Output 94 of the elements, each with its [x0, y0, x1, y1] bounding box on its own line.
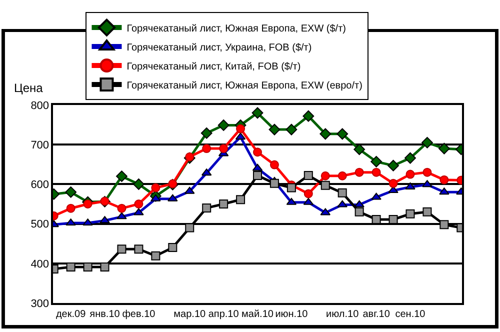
point	[422, 180, 432, 188]
x-tick-label: июл.10	[326, 308, 360, 320]
point	[100, 216, 110, 224]
point	[133, 178, 144, 190]
point	[116, 212, 127, 220]
point	[202, 144, 212, 154]
point	[252, 107, 264, 119]
legend-label: Горячекатаный лист, Украина, FOB ($/т)	[126, 42, 312, 54]
point	[168, 194, 178, 202]
point	[388, 178, 398, 188]
point	[286, 124, 298, 136]
point	[82, 218, 93, 226]
point	[270, 178, 279, 188]
point	[168, 243, 178, 252]
point	[337, 200, 348, 208]
x-tick-label: июн.10	[275, 308, 308, 320]
point	[253, 148, 262, 157]
point	[404, 152, 416, 164]
point	[270, 160, 279, 170]
point	[372, 214, 381, 224]
point	[268, 124, 280, 136]
point	[117, 244, 126, 254]
point	[440, 220, 449, 230]
point	[422, 168, 432, 177]
point	[338, 188, 347, 198]
point	[66, 218, 76, 226]
point	[388, 186, 398, 194]
point	[185, 152, 194, 162]
x-tick-label: дек.09	[56, 308, 86, 320]
legend-label: Горячекатаный лист, Южная Европа, EXW (евро/т)	[126, 80, 362, 92]
point	[83, 200, 92, 208]
point	[304, 170, 313, 180]
point	[388, 160, 399, 172]
point	[336, 128, 348, 140]
point	[438, 142, 450, 154]
point	[320, 180, 330, 190]
x-tick-label: сен.10	[395, 308, 426, 320]
x-tick-label: мар.10	[174, 308, 206, 320]
point	[236, 195, 246, 204]
point	[151, 251, 160, 260]
point	[116, 170, 128, 182]
point	[372, 168, 381, 177]
point	[304, 189, 313, 198]
point	[117, 204, 126, 213]
point	[219, 144, 228, 154]
point	[439, 188, 450, 195]
point	[320, 171, 330, 180]
x-tick-label: апр.10	[208, 308, 240, 320]
x-tick-label: фев.10	[122, 308, 156, 320]
y-axis-title: Цена	[14, 81, 44, 95]
point	[388, 214, 398, 224]
point	[134, 200, 144, 208]
point	[354, 200, 364, 208]
point	[338, 171, 347, 180]
point	[66, 204, 76, 213]
point	[202, 203, 212, 212]
y-tick-label: 800	[30, 100, 50, 112]
x-tick-label: янв.10	[90, 308, 120, 320]
point	[354, 144, 366, 156]
point	[219, 200, 228, 208]
point	[151, 183, 160, 192]
point	[320, 208, 330, 216]
point	[320, 128, 332, 140]
legend-label: Горячекатаный лист, Китай, FOB ($/т)	[126, 61, 301, 72]
point	[200, 127, 212, 139]
point	[185, 223, 194, 232]
y-tick-label: 700	[30, 139, 50, 152]
point	[302, 110, 314, 122]
x-tick-label: авг.10	[362, 308, 390, 320]
point	[134, 208, 144, 216]
legend-label: Горячекатаный лист, Южная Европа, EXW ($/т)	[126, 23, 346, 34]
point	[440, 175, 449, 184]
point	[65, 186, 77, 198]
point	[370, 156, 382, 168]
point	[286, 183, 296, 192]
point	[406, 209, 415, 218]
point	[422, 136, 433, 148]
point	[150, 194, 161, 202]
point	[406, 170, 415, 179]
y-tick-label: 300	[30, 298, 50, 310]
point	[422, 207, 432, 216]
point	[253, 170, 262, 180]
point	[405, 182, 416, 190]
point	[371, 192, 382, 200]
point	[354, 168, 364, 177]
x-tick-label: май.10	[242, 308, 274, 320]
point	[134, 244, 144, 254]
y-tick-label: 500	[30, 218, 50, 231]
y-tick-label: 600	[30, 179, 50, 192]
point	[236, 124, 246, 134]
y-tick-label: 400	[30, 258, 50, 270]
point	[184, 186, 195, 194]
point	[218, 120, 230, 131]
point	[354, 207, 364, 216]
